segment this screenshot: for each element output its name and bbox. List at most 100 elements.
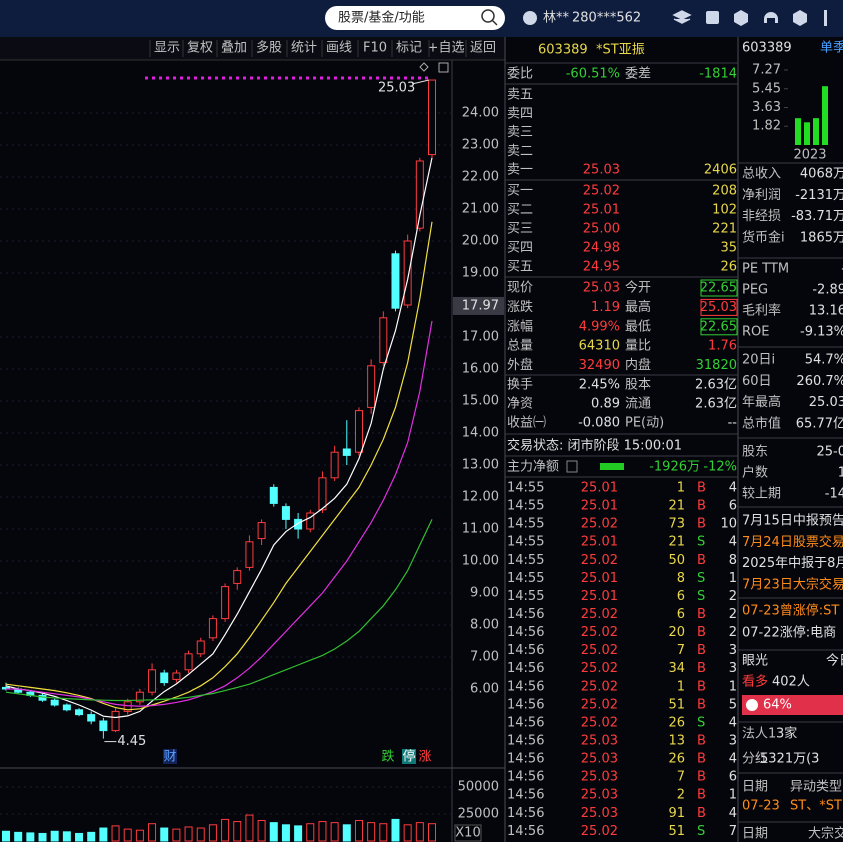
moving-average xyxy=(5,221,433,711)
tick-count: 8 xyxy=(729,553,737,568)
news-item[interactable]: 7月24日股票交易 xyxy=(742,534,843,550)
volume-bar xyxy=(233,821,242,842)
low-label: 4.45 xyxy=(117,734,146,749)
limit-item[interactable]: 07-22涨停:电商 xyxy=(742,625,836,641)
tick-count: 4 xyxy=(729,806,737,821)
order-volume: 221 xyxy=(712,222,737,237)
value-box xyxy=(700,279,738,297)
event-marker[interactable]: 财 xyxy=(163,750,176,765)
user-icon[interactable] xyxy=(523,11,537,25)
stat-label: 收益㈠ xyxy=(507,416,546,431)
skin-icon[interactable] xyxy=(793,10,807,26)
view-tab[interactable]: 今日 xyxy=(826,653,843,669)
search-placeholder[interactable]: 股票/基金/功能 xyxy=(338,10,425,26)
search-icon[interactable] xyxy=(481,9,495,23)
side-tab[interactable]: 单季 xyxy=(820,41,843,56)
stat-label: 内盘 xyxy=(625,357,651,373)
order-label: 买四 xyxy=(507,241,533,256)
toolbar-button[interactable]: 显示 xyxy=(154,41,180,56)
y-tick-label: 12.00 xyxy=(462,489,499,504)
window-icon[interactable] xyxy=(706,11,719,24)
high-arrow xyxy=(411,79,430,85)
side-value: 1865万 xyxy=(800,230,843,245)
news-item[interactable]: 7月23日大宗交易 xyxy=(742,576,843,592)
tick-price: 25.03 xyxy=(581,788,618,803)
tick-price: 25.02 xyxy=(581,679,618,694)
volume-bar xyxy=(148,823,157,842)
tick-volume: 1 xyxy=(677,679,685,694)
tick-price: 25.02 xyxy=(581,697,618,712)
side-value: 25.03 xyxy=(809,395,843,410)
content: 股票/基金/功能 林** 280***562 显示 复权 叠加 多股 统计 画线 F10 标记 +自选… xyxy=(0,10,843,842)
stat-label: 最高 xyxy=(625,299,651,315)
event-marker[interactable]: 涨 xyxy=(418,750,431,765)
menu-icon[interactable] xyxy=(824,10,827,26)
side-label: 非经损 xyxy=(742,209,781,224)
candle-body xyxy=(208,618,217,639)
event-marker-bg xyxy=(402,749,416,764)
side-label: 股东 xyxy=(742,445,768,460)
toolbar-button[interactable]: 标记 xyxy=(396,41,422,56)
tick-price: 25.03 xyxy=(581,770,618,785)
stat-value: 31820 xyxy=(696,358,737,373)
tick-count: 3 xyxy=(729,733,737,748)
side-label: 法人1 xyxy=(742,727,776,742)
toolbar-button[interactable]: 多股 xyxy=(256,40,282,56)
table-cell: 日期 xyxy=(742,827,768,842)
toolbar-button[interactable]: +自选 xyxy=(428,41,465,56)
chart-icon[interactable] xyxy=(438,62,449,73)
tick-side: B xyxy=(697,733,706,748)
stat-value: 22.65 xyxy=(700,281,737,296)
volume-bar xyxy=(160,827,169,842)
limit-item[interactable]: 07-23曾涨停:ST xyxy=(742,603,839,619)
toolbar-button[interactable]: F10 xyxy=(363,41,387,56)
tick-time: 14:56 xyxy=(507,661,544,676)
tick-volume: 7 xyxy=(677,770,685,785)
tick-side: B xyxy=(697,661,706,676)
tick-price: 25.02 xyxy=(581,661,618,676)
flow-icon xyxy=(566,460,578,473)
toolbar-button[interactable]: 统计 xyxy=(291,41,317,56)
toolbar-button[interactable]: 叠加 xyxy=(221,41,247,56)
side-value: 65.77亿 xyxy=(796,416,843,431)
settings-icon[interactable] xyxy=(734,10,748,26)
volume-unit-box xyxy=(454,824,482,842)
candle-body xyxy=(318,477,327,511)
tick-count: 6 xyxy=(729,770,737,785)
tick-count: 4 xyxy=(729,715,737,730)
toolbar-button[interactable]: 返回 xyxy=(470,41,496,56)
field-value: -1814 xyxy=(699,67,737,82)
candle-body xyxy=(50,699,59,706)
y-tick-label: 9.00 xyxy=(470,585,499,600)
chart-icon[interactable] xyxy=(419,62,429,72)
candle-body xyxy=(294,518,303,530)
stock-code: 603389 xyxy=(538,43,588,58)
tick-side: B xyxy=(697,752,706,767)
y-tick-label: 24.00 xyxy=(462,105,499,120)
news-item[interactable]: 7月15日中报预告 xyxy=(742,514,843,529)
stat-value: 2.63亿 xyxy=(695,378,737,393)
toolbar-button[interactable]: 复权 xyxy=(187,40,213,56)
y-tick-label: 19.00 xyxy=(462,265,499,280)
y-tick-label: 8.00 xyxy=(470,617,499,632)
layers-icon[interactable] xyxy=(672,10,692,24)
tick-volume: 51 xyxy=(668,824,685,839)
order-volume: 35 xyxy=(720,241,737,256)
news-item[interactable]: 2025年中报于8月 xyxy=(742,556,843,571)
event-marker[interactable]: 跌 xyxy=(381,749,394,765)
volume-bar xyxy=(196,827,205,842)
event-marker[interactable]: 停 xyxy=(402,749,415,765)
y-tick-label: 23.00 xyxy=(462,137,499,152)
search-box[interactable] xyxy=(325,6,505,30)
side-value: 3家 xyxy=(776,726,797,742)
side-value: -14 xyxy=(825,487,843,502)
side-label: 20日i xyxy=(742,353,775,368)
order-label: 卖三 xyxy=(507,125,533,140)
y-tick-label: 10.00 xyxy=(462,553,499,568)
tick-volume: 8 xyxy=(677,571,685,586)
tick-price: 25.02 xyxy=(581,607,618,622)
tick-count: 3 xyxy=(729,661,737,676)
toolbar-button[interactable]: 画线 xyxy=(326,41,352,56)
fin-tick-label: 7.27 xyxy=(752,63,781,78)
service-icon[interactable] xyxy=(764,12,778,23)
